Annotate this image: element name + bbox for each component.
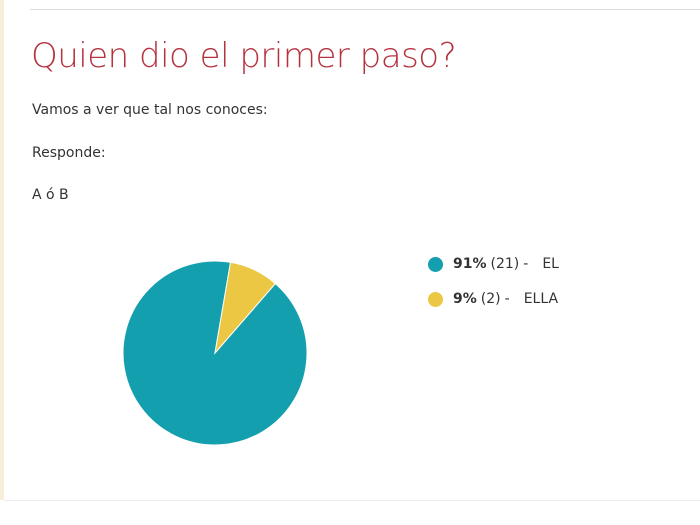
legend-separator-ella: - bbox=[504, 291, 510, 307]
poll-intro-text: Vamos a ver que tal nos conoces: bbox=[32, 102, 268, 118]
legend-separator-el: - bbox=[523, 256, 529, 272]
legend-swatch-ella bbox=[428, 291, 443, 307]
poll-title: Quien dio el primer paso? bbox=[31, 36, 457, 76]
legend-percent-ella: 9% bbox=[453, 291, 477, 307]
pie-slice-ella bbox=[214, 261, 277, 355]
poll-options-text: A ó B bbox=[32, 187, 69, 203]
legend-item-ella: 9% (2) - ELLA bbox=[428, 287, 559, 311]
legend-swatch-el bbox=[428, 256, 443, 272]
legend-count-el: (21) bbox=[490, 256, 520, 272]
top-divider bbox=[30, 9, 700, 10]
poll-instruction-text: Responde: bbox=[32, 145, 106, 161]
pie-chart bbox=[120, 252, 310, 454]
legend-item-el: 91% (21) - EL bbox=[428, 252, 559, 276]
legend-label-el: EL bbox=[542, 256, 559, 272]
legend-count-ella: (2) bbox=[480, 291, 501, 307]
legend-label-ella: ELLA bbox=[523, 291, 559, 307]
chart-legend: 91% (21) - EL 9% (2) - ELLA bbox=[428, 252, 559, 322]
page-left-edge bbox=[0, 0, 4, 500]
legend-percent-el: 91% bbox=[453, 256, 487, 272]
poll-card bbox=[4, 0, 700, 501]
